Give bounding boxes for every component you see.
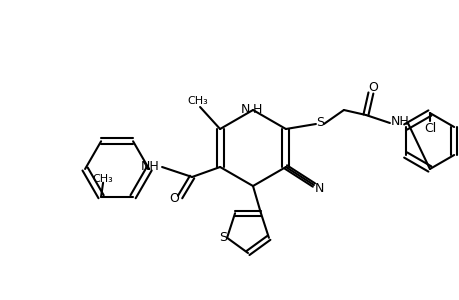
Text: O: O	[367, 80, 377, 94]
Text: NH: NH	[140, 160, 159, 172]
Text: O: O	[169, 193, 179, 206]
Text: H: H	[252, 103, 261, 116]
Text: CH₃: CH₃	[93, 174, 113, 184]
Text: S: S	[218, 231, 227, 244]
Text: S: S	[315, 116, 323, 128]
Text: Cl: Cl	[423, 122, 435, 134]
Text: CH₃: CH₃	[187, 96, 208, 106]
Text: NH: NH	[390, 115, 409, 128]
Text: N: N	[240, 103, 249, 116]
Text: N: N	[314, 182, 324, 194]
